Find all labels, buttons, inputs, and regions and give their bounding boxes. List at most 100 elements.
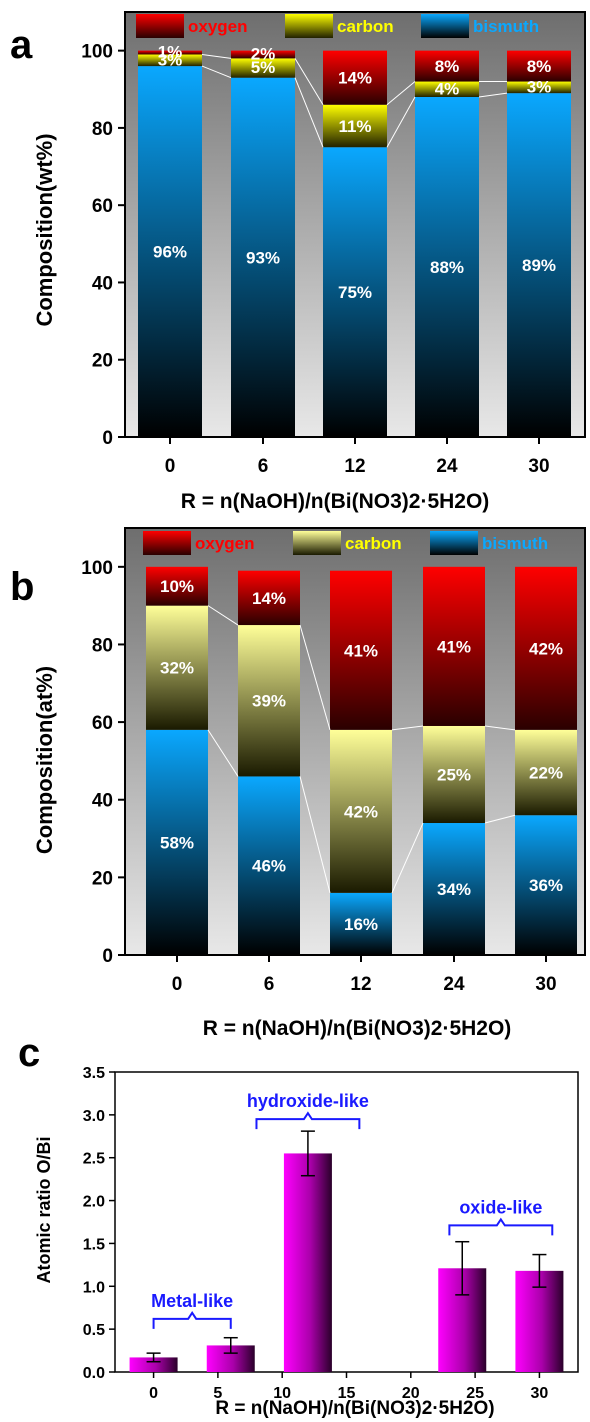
connector-line-a bbox=[386, 81, 416, 106]
y-tick-label-c: 3.5 bbox=[83, 1065, 105, 1082]
bar-segment-bismuth-a bbox=[415, 97, 479, 437]
data-label-carbon-b: 32% bbox=[160, 659, 194, 678]
panel-label-b: b bbox=[10, 565, 34, 609]
legend-swatch-bismuth-a bbox=[421, 14, 469, 38]
connector-line-a bbox=[201, 54, 232, 59]
y-tick-label-a: 60 bbox=[92, 196, 113, 217]
bar-segment-oxygen-a bbox=[415, 50, 479, 82]
annotation-label-c: Metal-like bbox=[151, 1291, 233, 1311]
annotation-label-c: oxide-like bbox=[459, 1197, 542, 1217]
bar-segment-carbon-a bbox=[507, 81, 571, 94]
y-axis-label-c: Atomic ratio O/Bi bbox=[34, 1136, 54, 1283]
annotation-label-c: hydroxide-like bbox=[247, 1091, 369, 1111]
x-tick-label-c: 15 bbox=[338, 1385, 356, 1402]
legend-swatch-oxygen-b bbox=[143, 531, 191, 555]
x-tick-label-b: 6 bbox=[264, 974, 275, 995]
y-tick-label-b: 100 bbox=[81, 558, 113, 579]
data-label-oxygen-b: 14% bbox=[252, 589, 286, 608]
y-tick-label-b: 40 bbox=[92, 791, 113, 812]
data-label-oxygen-a: 14% bbox=[338, 69, 372, 88]
x-tick-label-c: 30 bbox=[531, 1385, 549, 1402]
data-label-carbon-a: 11% bbox=[338, 117, 371, 136]
bar-segment-carbon-a bbox=[231, 58, 295, 78]
legend-label-bismuth-a: bismuth bbox=[473, 17, 539, 36]
data-label-bismuth-b: 34% bbox=[437, 880, 471, 899]
data-label-carbon-b: 39% bbox=[252, 692, 286, 711]
data-label-bismuth-b: 46% bbox=[252, 857, 286, 876]
bar-segment-bismuth-b bbox=[146, 729, 208, 955]
x-tick-label-a: 30 bbox=[528, 456, 549, 477]
legend-swatch-carbon-a bbox=[285, 14, 333, 38]
y-tick-label-c: 1.5 bbox=[83, 1236, 105, 1253]
bar-segment-carbon-b bbox=[238, 625, 300, 777]
bar-segment-carbon-b bbox=[330, 729, 392, 893]
y-tick-label-b: 60 bbox=[92, 713, 113, 734]
bar-segment-oxygen-b bbox=[238, 570, 300, 626]
y-tick-label-a: 0 bbox=[102, 428, 113, 449]
connector-line-a bbox=[201, 65, 232, 79]
data-label-bismuth-a: 96% bbox=[153, 243, 187, 262]
connector-line-a bbox=[294, 77, 324, 148]
legend-label-carbon-a: carbon bbox=[337, 17, 394, 36]
data-label-carbon-b: 22% bbox=[529, 764, 563, 783]
plot-frame-c bbox=[114, 1071, 579, 1373]
connector-line-b bbox=[391, 725, 424, 731]
connector-line-a bbox=[386, 96, 416, 148]
connector-line-b bbox=[299, 776, 331, 894]
data-label-oxygen-b: 42% bbox=[529, 639, 563, 658]
data-label-bismuth-a: 93% bbox=[246, 248, 280, 267]
annotation-bracket-c bbox=[152, 1311, 232, 1329]
data-label-oxygen-b: 41% bbox=[437, 637, 471, 656]
bar-segment-carbon-a bbox=[323, 104, 387, 148]
bar-segment-oxygen-a bbox=[231, 50, 295, 59]
connector-line-b bbox=[484, 725, 516, 731]
connector-line-a bbox=[294, 58, 324, 105]
data-label-bismuth-b: 58% bbox=[160, 833, 194, 852]
x-tick-label-c: 0 bbox=[149, 1385, 158, 1402]
legend-label-carbon-b: carbon bbox=[345, 534, 402, 553]
bar-segment-bismuth-a bbox=[138, 66, 202, 437]
data-label-bismuth-a: 75% bbox=[338, 283, 372, 302]
x-axis-label-c: R = n(NaOH)/n(Bi(NO3)2·5H2O) bbox=[215, 1398, 494, 1419]
y-tick-label-c: 2.0 bbox=[83, 1194, 105, 1211]
y-axis-label-a: Composition(wt%) bbox=[32, 133, 57, 326]
data-label-oxygen-b: 10% bbox=[160, 577, 194, 596]
bar-segment-carbon-b bbox=[515, 729, 577, 816]
connector-line-b bbox=[207, 729, 239, 777]
legend-swatch-carbon-b bbox=[293, 531, 341, 555]
legend-label-oxygen-b: oxygen bbox=[195, 534, 255, 553]
y-tick-label-a: 20 bbox=[92, 351, 113, 372]
data-label-bismuth-a: 89% bbox=[522, 256, 556, 275]
y-tick-label-a: 80 bbox=[92, 119, 113, 140]
bar-segment-bismuth-a bbox=[507, 93, 571, 438]
legend-swatch-oxygen-a bbox=[136, 14, 184, 38]
x-tick-label-c: 10 bbox=[273, 1385, 291, 1402]
y-tick-label-b: 80 bbox=[92, 635, 113, 656]
connector-line-b bbox=[207, 605, 239, 626]
bar-segment-bismuth-b bbox=[515, 815, 577, 955]
data-label-carbon-a: 3% bbox=[527, 77, 552, 96]
y-tick-label-c: 2.5 bbox=[83, 1151, 105, 1168]
x-axis-label-a: R = n(NaOH)/n(Bi(NO3)2·5H2O) bbox=[181, 490, 490, 513]
y-tick-label-a: 40 bbox=[92, 273, 113, 294]
data-label-bismuth-b: 16% bbox=[344, 915, 378, 934]
bar-segment-oxygen-b bbox=[330, 570, 392, 730]
y-tick-label-a: 100 bbox=[81, 42, 113, 63]
x-tick-label-b: 30 bbox=[535, 974, 556, 995]
bar-segment-oxygen-b bbox=[423, 566, 485, 726]
data-label-carbon-b: 25% bbox=[437, 765, 471, 784]
data-label-bismuth-b: 36% bbox=[529, 876, 563, 895]
x-tick-label-c: 5 bbox=[213, 1385, 222, 1402]
bar-segment-carbon-a bbox=[415, 81, 479, 97]
data-label-carbon-a: 4% bbox=[435, 79, 460, 98]
bar-segment-bismuth-a bbox=[231, 77, 295, 437]
x-tick-label-c: 20 bbox=[402, 1385, 420, 1402]
bar-segment-carbon-b bbox=[146, 605, 208, 730]
panel-label-c: c bbox=[18, 1031, 40, 1075]
data-label-oxygen-b: 41% bbox=[344, 641, 378, 660]
y-tick-label-c: 1.0 bbox=[83, 1279, 105, 1296]
x-axis-label-b: R = n(NaOH)/n(Bi(NO3)2·5H2O) bbox=[203, 1017, 512, 1040]
data-label-bismuth-a: 88% bbox=[430, 258, 464, 277]
x-tick-label-c: 25 bbox=[466, 1385, 484, 1402]
panel-label-a: a bbox=[10, 23, 33, 67]
